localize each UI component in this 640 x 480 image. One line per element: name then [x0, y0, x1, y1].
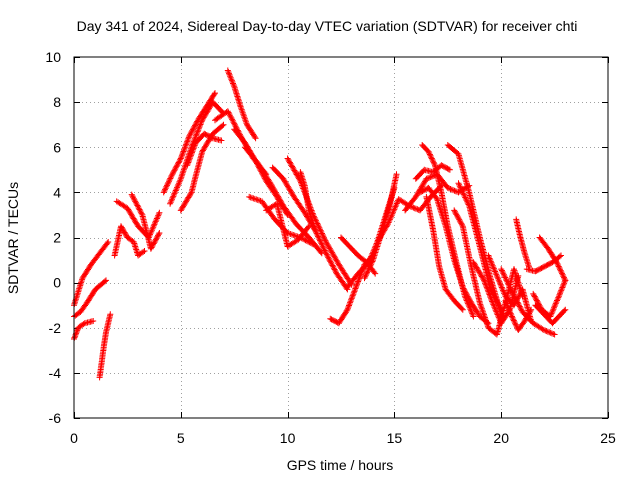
y-tick-label: 2	[53, 230, 61, 246]
data-points	[513, 216, 532, 270]
y-tick-labels: -6 -4 -2 0 2 4 6 8 10	[45, 49, 61, 426]
series-track-29	[419, 142, 477, 320]
data-points	[111, 223, 148, 259]
data-points	[160, 90, 218, 196]
data-points	[177, 121, 227, 214]
series-track-7	[128, 191, 163, 252]
data-points	[224, 67, 259, 142]
data-points	[502, 297, 535, 333]
x-tick-labels: 0 5 10 15 20 25	[70, 430, 616, 446]
series-track-11	[184, 130, 225, 169]
data-points	[263, 200, 312, 250]
data-points	[536, 234, 569, 284]
x-tick-label: 25	[600, 430, 616, 446]
x-tick-label: 20	[493, 430, 509, 446]
series-track-33	[455, 180, 505, 313]
x-tick-label: 0	[70, 430, 78, 446]
series-track-4	[96, 311, 114, 381]
y-tick-label: 10	[45, 49, 61, 65]
x-tick-label: 15	[387, 430, 403, 446]
data-points	[419, 142, 477, 320]
series-track-17	[263, 200, 312, 250]
data-points	[96, 311, 114, 381]
data-points	[128, 191, 163, 252]
x-tick-label: 10	[280, 430, 296, 446]
x-axis-label: GPS time / hours	[287, 457, 394, 473]
series-track-8	[160, 90, 218, 196]
data-points	[269, 164, 351, 293]
series-track-30	[423, 193, 466, 313]
y-tick-label: 4	[53, 184, 61, 200]
series-track-40	[536, 234, 569, 284]
chart-title: Day 341 of 2024, Sidereal Day-to-day VTE…	[77, 18, 578, 34]
series-track-13	[224, 67, 259, 142]
plot-area	[71, 67, 569, 381]
data-points	[184, 130, 225, 169]
data-points	[455, 180, 505, 313]
data-points	[423, 193, 466, 313]
y-tick-label: -4	[49, 365, 62, 381]
series-track-37	[502, 297, 535, 333]
series-track-38	[513, 216, 532, 270]
series-track-42	[530, 277, 569, 320]
plot-frame	[73, 56, 609, 419]
data-points	[498, 266, 558, 338]
data-points	[297, 169, 319, 234]
x-tick-label: 5	[177, 430, 185, 446]
y-tick-label: -2	[49, 320, 62, 336]
y-tick-label: 8	[53, 94, 61, 110]
series-track-20	[297, 169, 319, 234]
series-track-10	[177, 121, 227, 214]
y-tick-label: -6	[49, 410, 62, 426]
y-tick-label: 0	[53, 275, 61, 291]
y-tick-label: 6	[53, 139, 61, 155]
data-points	[530, 277, 569, 320]
series-track-5	[111, 223, 148, 259]
series-track-18	[269, 164, 351, 293]
y-axis-label: SDTVAR / TECUs	[5, 182, 21, 294]
series-track-36	[498, 266, 558, 338]
